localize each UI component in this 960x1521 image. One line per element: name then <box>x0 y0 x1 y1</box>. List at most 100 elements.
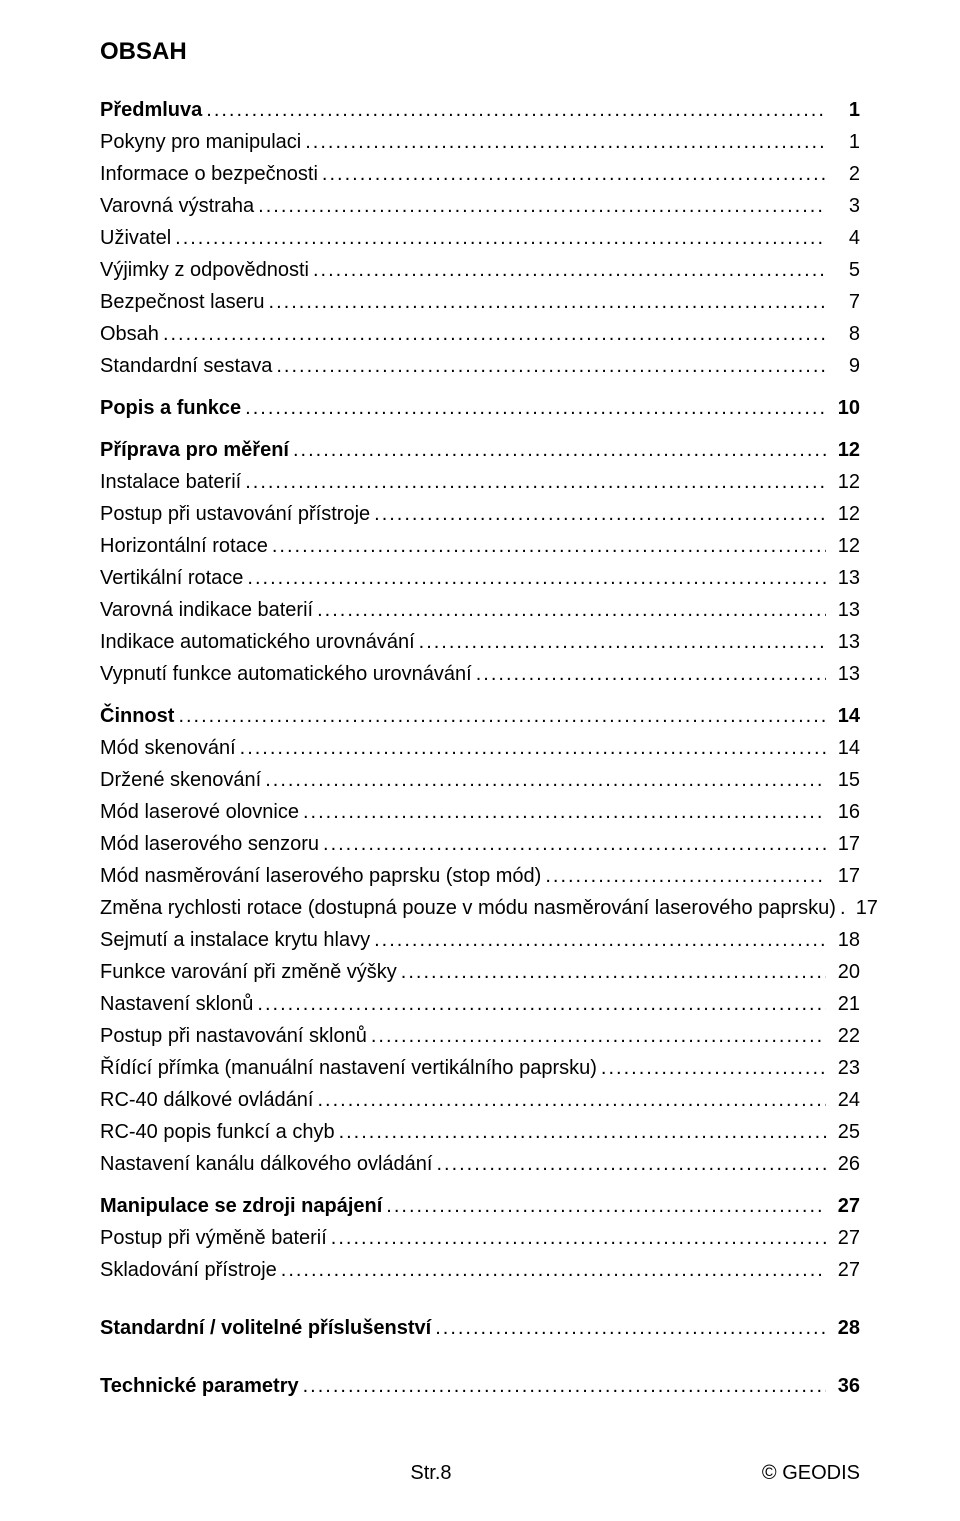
toc-row: Vertikální rotace.......................… <box>100 562 860 594</box>
toc-gap <box>100 424 860 434</box>
toc-row: Standardní sestava......................… <box>100 350 860 382</box>
toc-label: Skladování přístroje <box>100 1254 277 1286</box>
toc-row: Mód skenování...........................… <box>100 732 860 764</box>
footer-page-number: Str.8 <box>100 1462 762 1485</box>
toc-row: Horizontální rotace.....................… <box>100 530 860 562</box>
toc-leader: ........................................… <box>597 1052 826 1084</box>
toc-row: RC-40 dálkové ovládání..................… <box>100 1084 860 1116</box>
toc-leader: ........................................… <box>253 988 826 1020</box>
toc-leader: ........................................… <box>236 732 826 764</box>
toc-leader: ........................................… <box>415 626 826 658</box>
toc-leader: ........................................… <box>241 466 826 498</box>
toc-page-number: 4 <box>826 222 860 254</box>
toc-label: Mód laserové olovnice <box>100 796 299 828</box>
toc-row: Řídící přímka (manuální nastavení vertik… <box>100 1052 860 1084</box>
toc-page-number: 8 <box>826 318 860 350</box>
toc-label: RC-40 dálkové ovládání <box>100 1084 313 1116</box>
toc-page-number: 25 <box>826 1116 860 1148</box>
toc-page-number: 27 <box>826 1222 860 1254</box>
toc-row: Sejmutí a instalace krytu hlavy.........… <box>100 924 860 956</box>
toc-label: RC-40 popis funkcí a chyb <box>100 1116 335 1148</box>
toc-row: Pokyny pro manipulaci...................… <box>100 126 860 158</box>
toc-page-number: 2 <box>826 158 860 190</box>
toc-leader: ........................................… <box>318 158 826 190</box>
toc-row: Bezpečnost laseru.......................… <box>100 286 860 318</box>
toc-page-number: 12 <box>826 434 860 466</box>
toc-label: Předmluva <box>100 94 202 126</box>
toc-page-number: 13 <box>826 658 860 690</box>
toc-page-number: 13 <box>826 562 860 594</box>
toc-label: Uživatel <box>100 222 171 254</box>
toc-row: Informace o bezpečnosti.................… <box>100 158 860 190</box>
toc-label: Postup při ustavování přístroje <box>100 498 370 530</box>
toc-row: Standardní / volitelné příslušenství....… <box>100 1312 860 1344</box>
toc-leader: ........................................… <box>254 190 826 222</box>
toc-leader: ........................................… <box>289 434 826 466</box>
toc-label: Mód skenování <box>100 732 236 764</box>
toc-row: Příprava pro měření.....................… <box>100 434 860 466</box>
toc-row: Skladování přístroje....................… <box>100 1254 860 1286</box>
toc-page-number: 27 <box>826 1190 860 1222</box>
toc-row: Instalace baterií.......................… <box>100 466 860 498</box>
toc-page-number: 17 <box>826 828 860 860</box>
toc-leader: ........................................… <box>327 1222 826 1254</box>
toc-row: Postup při výměně baterií...............… <box>100 1222 860 1254</box>
toc-page-number: 15 <box>826 764 860 796</box>
toc-leader: ........................................… <box>268 530 826 562</box>
table-of-contents: Předmluva...............................… <box>100 94 860 1402</box>
toc-gap <box>100 1180 860 1190</box>
toc-label: Varovná indikace baterií <box>100 594 313 626</box>
toc-page-number: 28 <box>826 1312 860 1344</box>
toc-page-number: 16 <box>826 796 860 828</box>
toc-row: Manipulace se zdroji napájení...........… <box>100 1190 860 1222</box>
toc-row: Varovná výstraha........................… <box>100 190 860 222</box>
toc-page-number: 22 <box>826 1020 860 1052</box>
toc-label: Pokyny pro manipulaci <box>100 126 301 158</box>
toc-leader: ........................................… <box>299 1370 826 1402</box>
page-footer: Str.8 © GEODIS <box>100 1462 860 1485</box>
toc-leader: ........................................… <box>265 286 826 318</box>
toc-row: Nastavení sklonů........................… <box>100 988 860 1020</box>
toc-leader: ........................................… <box>431 1312 826 1344</box>
toc-leader: ........................................… <box>397 956 826 988</box>
toc-page-number: 1 <box>826 94 860 126</box>
toc-label: Technické parametry <box>100 1370 299 1402</box>
toc-page-number: 24 <box>826 1084 860 1116</box>
toc-page-number: 26 <box>826 1148 860 1180</box>
toc-row: Varovná indikace baterií................… <box>100 594 860 626</box>
toc-leader: ........................................… <box>174 700 826 732</box>
toc-label: Nastavení sklonů <box>100 988 253 1020</box>
toc-leader: ........................................… <box>335 1116 826 1148</box>
toc-leader: ........................................… <box>370 498 826 530</box>
toc-gap <box>100 1344 860 1370</box>
toc-page-number: 13 <box>826 594 860 626</box>
toc-page-number: 12 <box>826 498 860 530</box>
toc-label: Bezpečnost laseru <box>100 286 265 318</box>
toc-gap <box>100 690 860 700</box>
toc-label: Mód laserového senzoru <box>100 828 319 860</box>
toc-label: Manipulace se zdroji napájení <box>100 1190 382 1222</box>
toc-leader: ........................................… <box>272 350 826 382</box>
toc-row: Obsah...................................… <box>100 318 860 350</box>
toc-label: Vypnutí funkce automatického urovnávání <box>100 658 472 690</box>
toc-label: Varovná výstraha <box>100 190 254 222</box>
toc-label: Držené skenování <box>100 764 261 796</box>
toc-leader: ........................................… <box>382 1190 826 1222</box>
toc-label: Činnost <box>100 700 174 732</box>
toc-row: Výjimky z odpovědnosti..................… <box>100 254 860 286</box>
toc-page-number: 12 <box>826 530 860 562</box>
toc-leader: ........................................… <box>836 892 844 924</box>
toc-row: Změna rychlosti rotace (dostupná pouze v… <box>100 892 860 924</box>
toc-page-number: 23 <box>826 1052 860 1084</box>
toc-leader: ........................................… <box>299 796 826 828</box>
toc-label: Indikace automatického urovnávání <box>100 626 415 658</box>
toc-leader: ........................................… <box>309 254 826 286</box>
toc-page-number: 3 <box>826 190 860 222</box>
toc-label: Popis a funkce <box>100 392 241 424</box>
toc-gap <box>100 1286 860 1312</box>
toc-row: Mód laserové olovnice...................… <box>100 796 860 828</box>
toc-row: Uživatel................................… <box>100 222 860 254</box>
toc-page-number: 10 <box>826 392 860 424</box>
toc-page-number: 9 <box>826 350 860 382</box>
toc-page-number: 36 <box>826 1370 860 1402</box>
